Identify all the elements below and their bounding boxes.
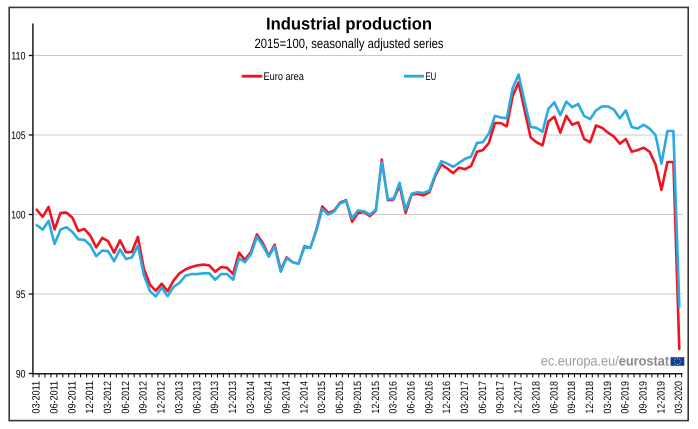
svg-text:09-2012: 09-2012 [138,381,150,414]
svg-text:06-2014: 06-2014 [263,381,275,414]
svg-text:06-2016: 06-2016 [405,381,417,414]
svg-text:09-2019: 09-2019 [638,381,650,414]
svg-text:12-2013: 12-2013 [227,381,239,414]
svg-text:09-2018: 09-2018 [566,381,578,414]
svg-text:03-2015: 03-2015 [316,381,328,414]
svg-text:EU: EU [426,71,437,83]
svg-text:03-2018: 03-2018 [530,381,542,414]
svg-text:03-2012: 03-2012 [102,381,114,414]
svg-text:03-2011: 03-2011 [31,381,43,414]
svg-text:Euro area: Euro area [264,71,305,83]
svg-text:03-2019: 03-2019 [602,381,614,414]
svg-text:03-2013: 03-2013 [173,381,185,414]
svg-text:09-2017: 09-2017 [495,381,507,414]
svg-text:105: 105 [11,130,25,142]
svg-text:06-2019: 06-2019 [620,381,632,414]
svg-text:06-2011: 06-2011 [49,381,61,414]
svg-text:12-2017: 12-2017 [513,381,525,414]
svg-text:09-2013: 09-2013 [209,381,221,414]
svg-text:12-2019: 12-2019 [655,381,667,414]
svg-text:12-2015: 12-2015 [370,381,382,414]
svg-text:09-2016: 09-2016 [423,381,435,414]
svg-text:06-2018: 06-2018 [548,381,560,414]
svg-text:06-2013: 06-2013 [191,381,203,414]
svg-text:110: 110 [11,51,25,63]
svg-text:12-2014: 12-2014 [298,381,310,414]
svg-text:ec.europa.eu/eurostat: ec.europa.eu/eurostat [541,353,670,368]
svg-text:03-2014: 03-2014 [245,381,257,414]
svg-text:95: 95 [16,289,26,301]
svg-text:Industrial production: Industrial production [266,14,432,34]
svg-text:03-2016: 03-2016 [388,381,400,414]
svg-text:09-2014: 09-2014 [281,381,293,414]
svg-text:06-2012: 06-2012 [120,381,132,414]
svg-text:12-2018: 12-2018 [584,381,596,414]
svg-text:12-2011: 12-2011 [84,381,96,414]
svg-text:09-2015: 09-2015 [352,381,364,414]
svg-text:12-2012: 12-2012 [156,381,168,414]
svg-text:03-2017: 03-2017 [459,381,471,414]
svg-text:90: 90 [16,369,26,381]
svg-text:06-2017: 06-2017 [477,381,489,414]
svg-text:09-2011: 09-2011 [66,381,78,414]
svg-text:12-2016: 12-2016 [441,381,453,414]
svg-text:06-2015: 06-2015 [334,381,346,414]
svg-text:03-2020: 03-2020 [673,381,685,414]
svg-text:2015=100, seasonally adjusted: 2015=100, seasonally adjusted series [255,36,444,51]
svg-text:100: 100 [11,210,25,222]
